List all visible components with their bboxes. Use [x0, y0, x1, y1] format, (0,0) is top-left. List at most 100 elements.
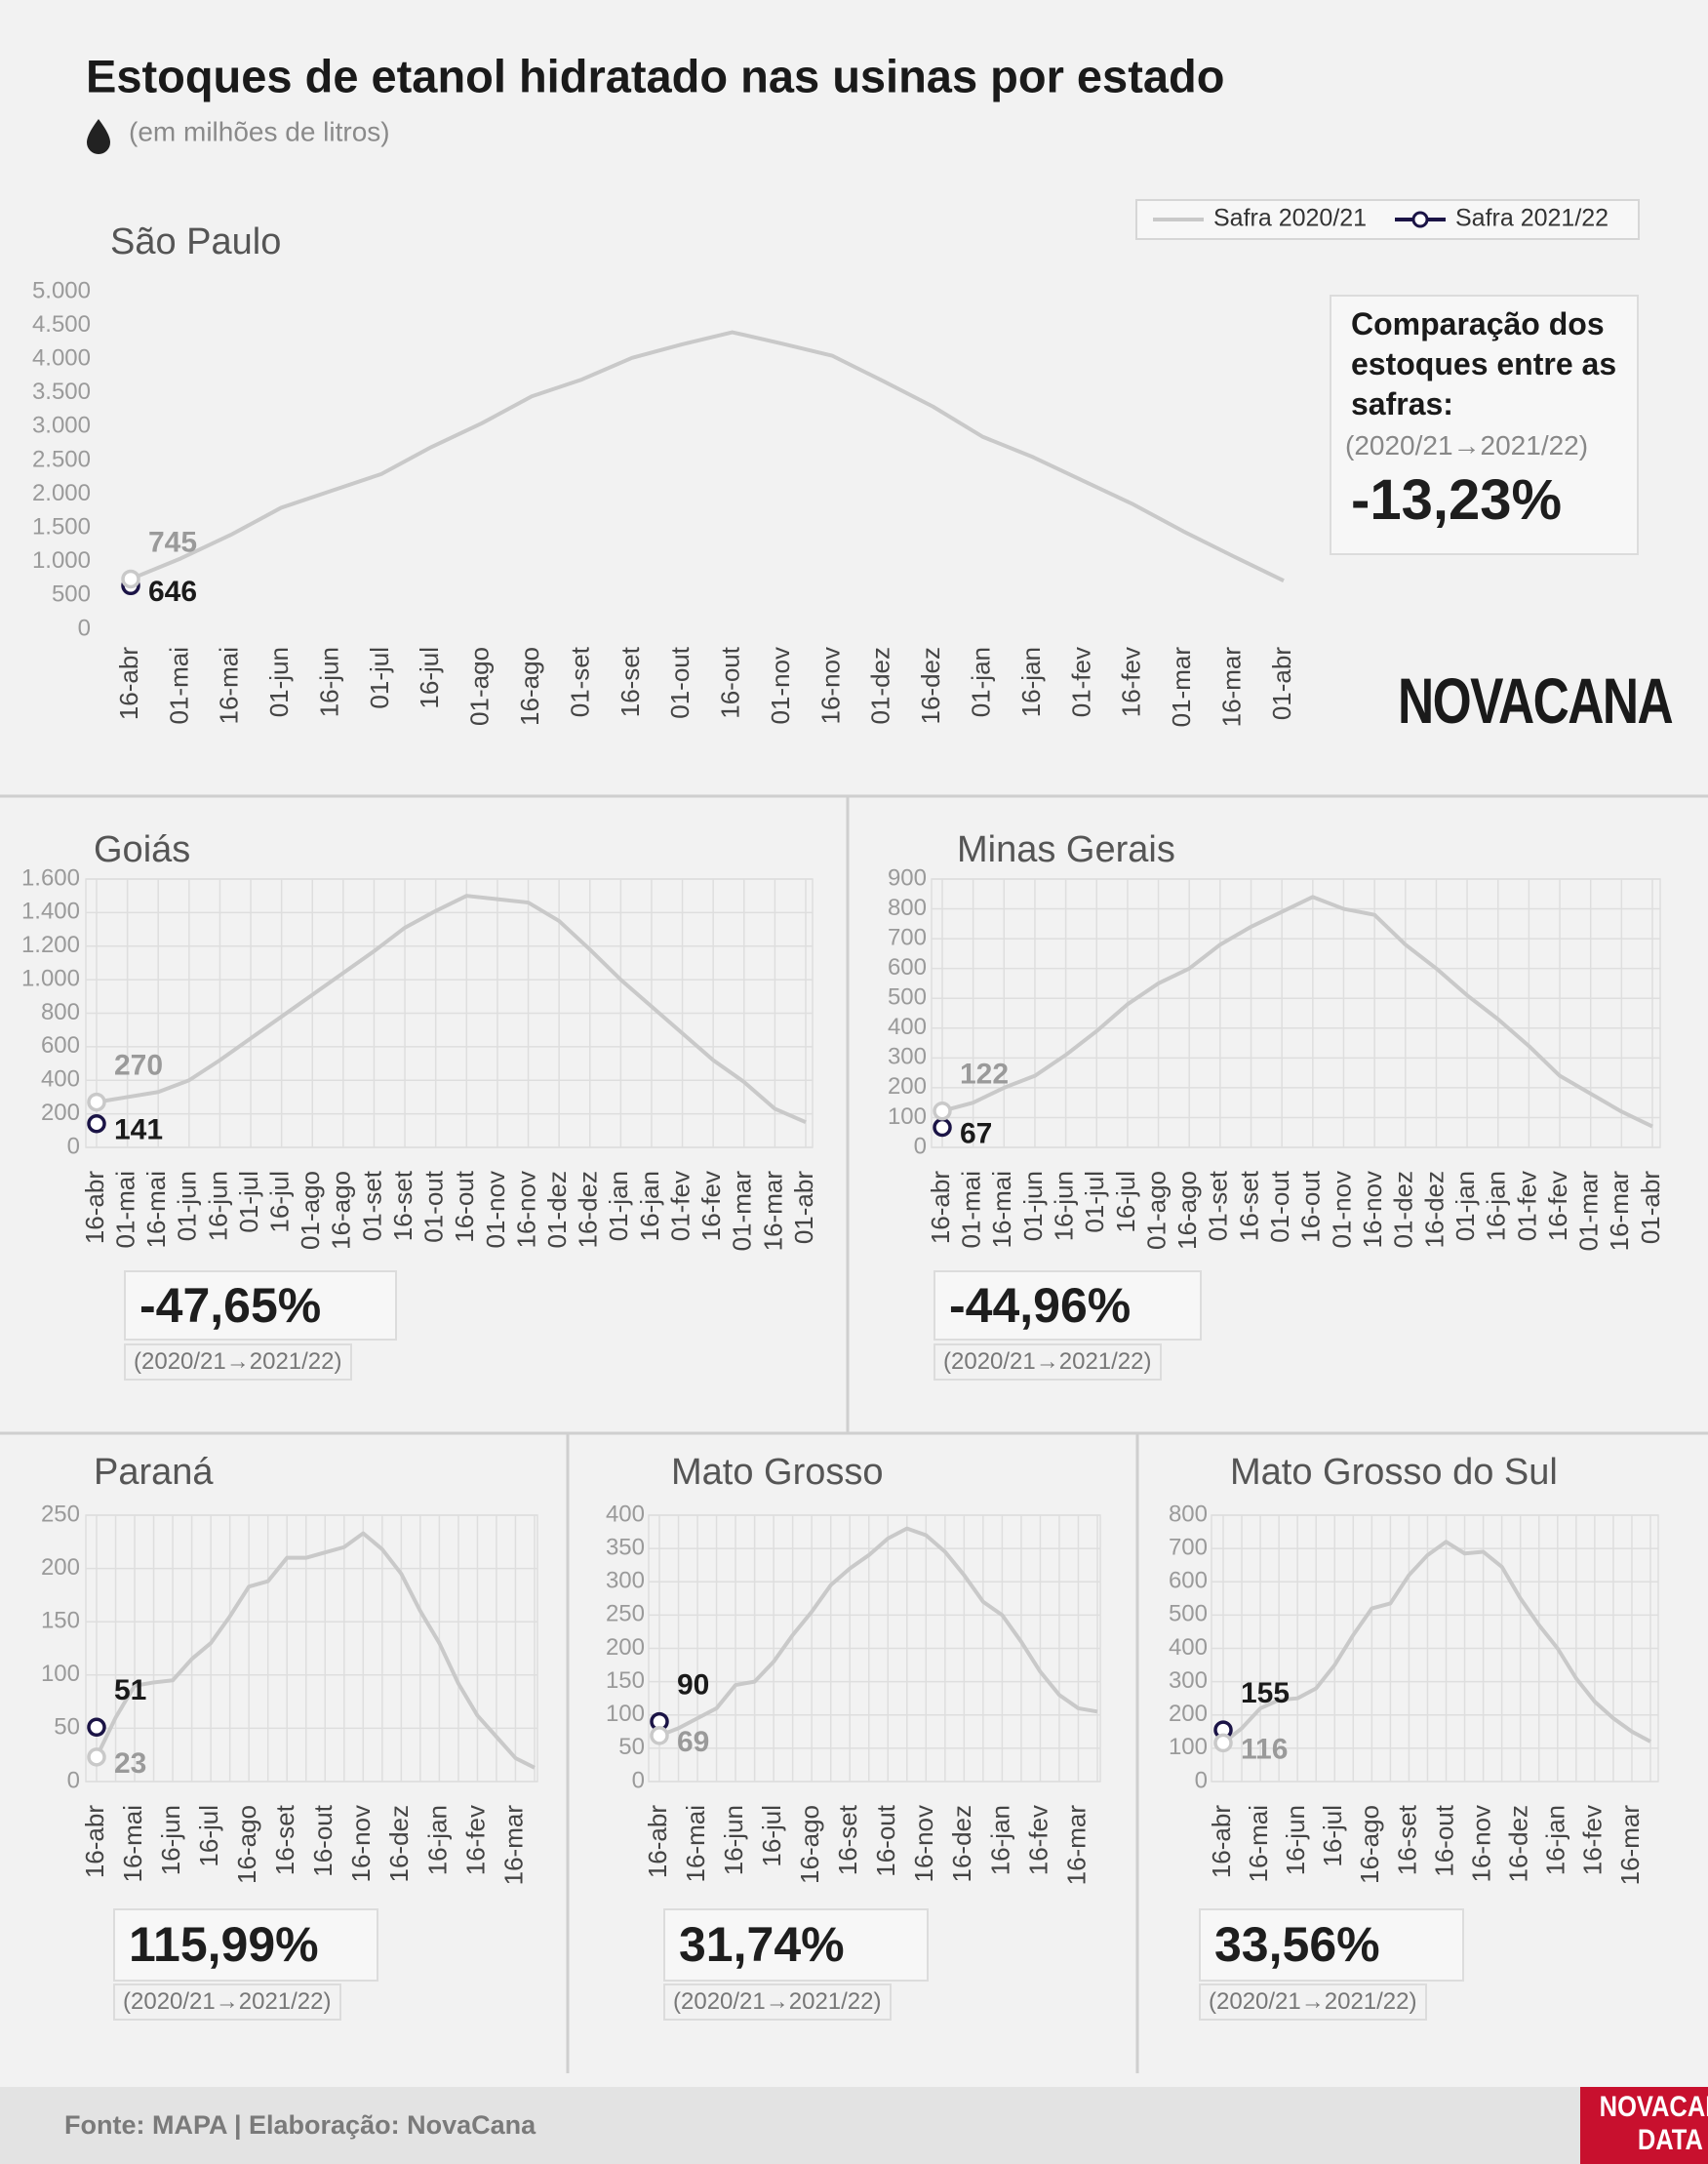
x-tick-label: 16-dez: [384, 1805, 414, 1883]
y-tick-label: 200: [41, 1100, 80, 1126]
comparison-value: -13,23%: [1351, 468, 1563, 532]
y-tick-label: 800: [1169, 1501, 1208, 1527]
value-label: 155: [1241, 1677, 1290, 1709]
legend-label: Safra 2021/22: [1455, 205, 1609, 232]
x-tick-label: 16-jul: [1111, 1171, 1140, 1233]
comparison-value: 31,74%: [679, 1917, 845, 1972]
chart-title: Mato Grosso do Sul: [1230, 1452, 1558, 1493]
x-tick-label: 16-jul: [415, 647, 444, 709]
footer-logo-box: [1580, 2087, 1708, 2164]
start-point: [933, 1101, 952, 1121]
x-tick-label: 16-mai: [681, 1805, 710, 1882]
x-tick-label: 16-mai: [141, 1171, 171, 1248]
x-tick-label: 16-fev: [1117, 647, 1146, 717]
y-tick-label: 2.500: [32, 446, 91, 472]
point: [87, 1114, 106, 1134]
legend-label: Safra 2020/21: [1213, 205, 1367, 232]
series-line: [658, 1526, 1098, 1738]
x-tick-label: 16-nov: [1358, 1171, 1387, 1249]
y-tick-label: 100: [606, 1701, 645, 1727]
y-tick-label: 400: [41, 1066, 80, 1093]
x-tick-label: 16-abr: [80, 1171, 109, 1244]
y-tick-label: 500: [1169, 1601, 1208, 1627]
x-tick-label: 01-set: [565, 646, 594, 717]
x-tick-label: 01-fev: [665, 1171, 695, 1241]
value-label: 745: [148, 526, 197, 558]
y-tick-label: 400: [1169, 1634, 1208, 1661]
x-tick-label: 01-jan: [967, 647, 996, 717]
series-line: [941, 895, 1653, 1129]
y-tick-label: 0: [914, 1133, 927, 1159]
x-tick-label: 16-out: [716, 646, 745, 718]
y-tick-label: 100: [41, 1661, 80, 1687]
x-tick-label: 16-nov: [511, 1171, 540, 1249]
x-tick-label: 16-jun: [1049, 1171, 1078, 1241]
comparison-box: 31,74%: [663, 1908, 929, 1982]
x-tick-label: 16-fev: [1023, 1805, 1053, 1875]
y-tick-label: 1.500: [32, 514, 91, 541]
y-tick-label: 1.400: [21, 899, 80, 925]
y-tick-label: 1.600: [21, 864, 80, 891]
comparison-value: 33,56%: [1214, 1917, 1380, 1972]
x-tick-label: 16-jul: [265, 1171, 295, 1233]
y-tick-label: 150: [41, 1608, 80, 1634]
y-tick-label: 4.000: [32, 345, 91, 372]
x-tick-label: 16-fev: [460, 1805, 490, 1875]
x-tick-label: 01-jul: [1080, 1171, 1109, 1233]
x-tick-label: 01-mar: [1574, 1171, 1604, 1252]
y-tick-label: 0: [67, 1767, 80, 1793]
value-label: 69: [677, 1726, 709, 1758]
y-tick-label: 150: [606, 1667, 645, 1694]
x-tick-label: 01-out: [419, 1170, 449, 1242]
y-tick-label: 700: [888, 924, 927, 950]
x-tick-label: 16-mar: [1605, 1171, 1634, 1252]
y-tick-label: 500: [52, 581, 91, 608]
y-tick-label: 100: [1169, 1734, 1208, 1760]
y-tick-label: 1.000: [32, 547, 91, 574]
y-tick-label: 1.200: [21, 932, 80, 958]
comparison-period: (2020/21→2021/22): [663, 1984, 892, 2021]
x-tick-label: 16-jun: [203, 1171, 232, 1241]
x-tick-label: 01-ago: [465, 647, 495, 726]
y-tick-label: 500: [888, 984, 927, 1011]
x-tick-label: 16-ago: [1172, 1171, 1202, 1250]
x-tick-label: 01-jun: [173, 1171, 202, 1241]
legend-box: [1135, 199, 1640, 240]
chart-title: São Paulo: [110, 221, 281, 262]
chart-title: Goiás: [94, 829, 190, 870]
x-tick-label: 16-dez: [1419, 1171, 1449, 1249]
y-tick-label: 400: [888, 1014, 927, 1040]
x-tick-label: 16-nov: [346, 1805, 376, 1883]
x-tick-label: 16-dez: [916, 647, 945, 725]
comparison-period: (2020/21→2021/22): [1345, 430, 1589, 461]
series-line: [96, 894, 807, 1125]
chart-title: Mato Grosso: [671, 1452, 884, 1493]
x-tick-label: 01-abr: [1636, 1171, 1665, 1244]
x-tick-label: 16-jan: [1482, 1171, 1511, 1241]
y-tick-label: 250: [41, 1501, 80, 1527]
value-label: 67: [960, 1117, 992, 1149]
x-tick-label: 16-jul: [757, 1805, 786, 1867]
x-tick-label: 16-jan: [985, 1805, 1014, 1875]
point: [87, 1717, 106, 1738]
y-tick-label: 350: [606, 1534, 645, 1560]
y-tick-label: 1.000: [21, 965, 80, 991]
y-tick-label: 600: [888, 954, 927, 981]
x-tick-label: 01-nov: [481, 1171, 510, 1249]
x-tick-label: 01-jul: [365, 647, 394, 709]
comparison-period: (2020/21→2021/22): [124, 1343, 352, 1381]
comparison-box: -44,96%: [933, 1270, 1202, 1341]
y-tick-label: 2.000: [32, 480, 91, 506]
subtitle: (em milhões de litros): [129, 116, 390, 146]
x-tick-label: 16-mar: [498, 1805, 528, 1886]
x-tick-label: 16-mar: [1216, 647, 1246, 728]
x-tick-label: 01-set: [1204, 1170, 1233, 1241]
value-label: 23: [114, 1747, 146, 1780]
x-tick-label: 16-set: [388, 1170, 417, 1241]
x-tick-label: 01-fev: [1066, 647, 1095, 717]
x-tick-label: 01-abr: [1267, 647, 1296, 720]
x-tick-label: 01-dez: [1389, 1171, 1418, 1249]
y-tick-label: 0: [1195, 1767, 1208, 1793]
x-tick-label: 16-jun: [314, 647, 343, 717]
start-point: [87, 1092, 106, 1112]
